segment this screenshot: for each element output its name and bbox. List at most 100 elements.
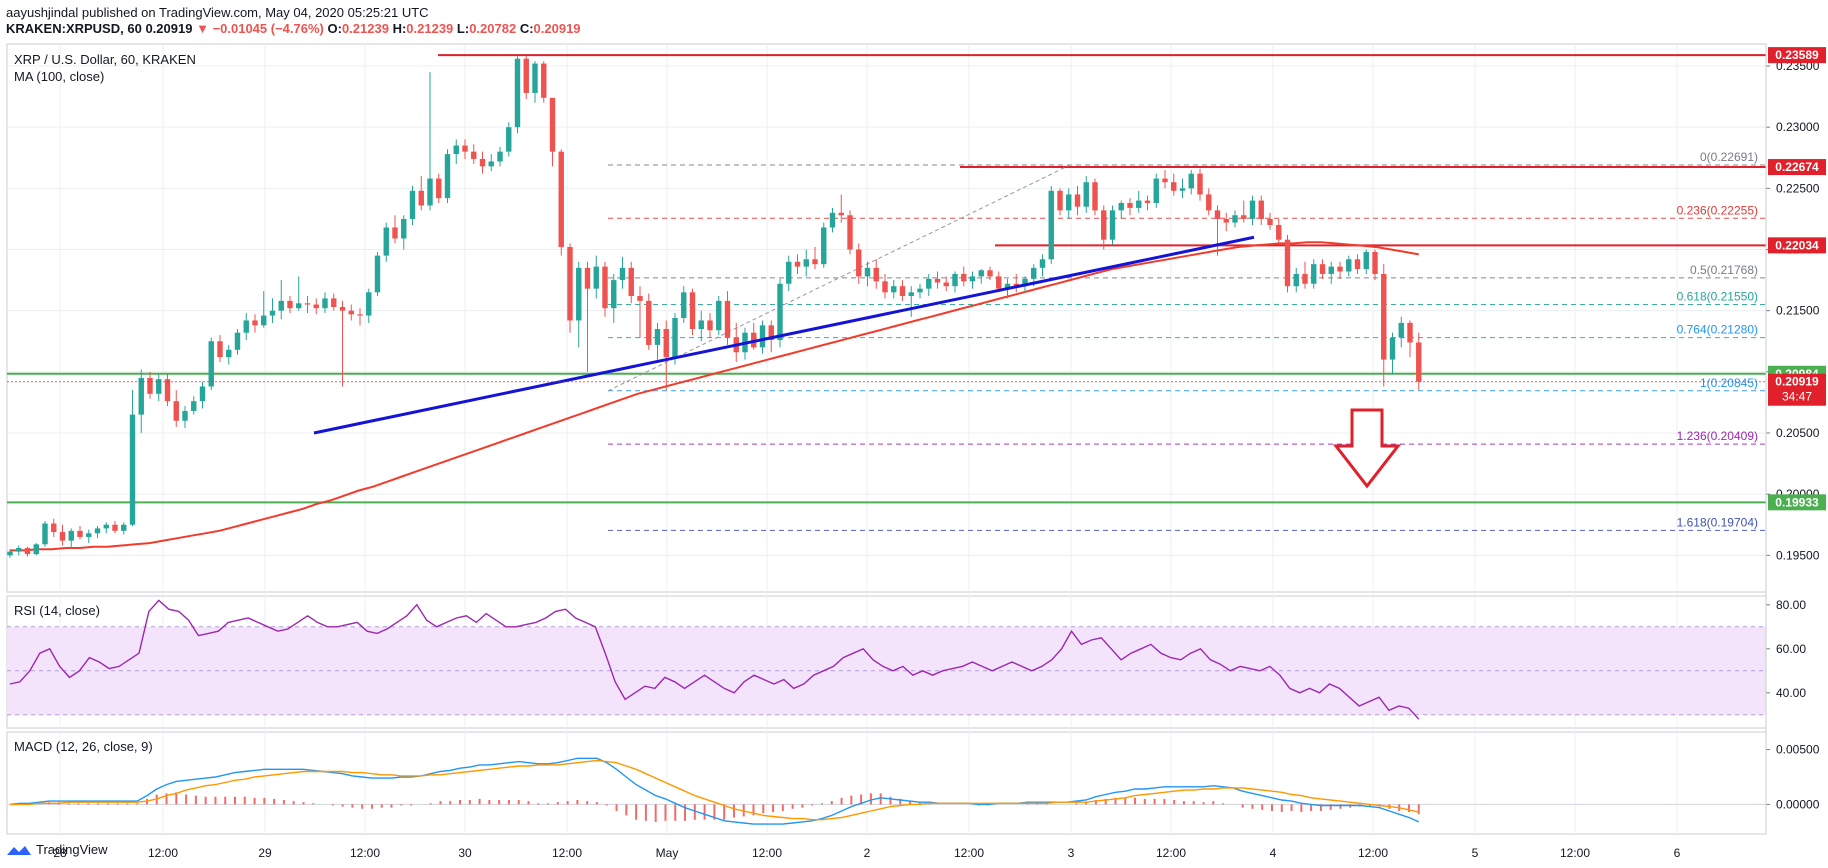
candle-body[interactable] bbox=[366, 292, 372, 316]
candle-body[interactable] bbox=[786, 261, 792, 284]
candle-body[interactable] bbox=[891, 286, 897, 293]
candle-body[interactable] bbox=[1241, 215, 1247, 219]
candle-body[interactable] bbox=[1004, 283, 1011, 289]
candle-body[interactable] bbox=[42, 523, 48, 545]
candle-body[interactable] bbox=[637, 295, 643, 301]
candle-body[interactable] bbox=[1276, 225, 1282, 240]
candle-body[interactable] bbox=[147, 377, 153, 394]
candle-body[interactable] bbox=[821, 227, 827, 265]
candle-body[interactable] bbox=[707, 320, 713, 331]
candle-body[interactable] bbox=[409, 190, 416, 219]
candle-body[interactable] bbox=[987, 270, 993, 277]
candle-body[interactable] bbox=[716, 300, 722, 331]
candle-body[interactable] bbox=[191, 401, 197, 411]
candle-body[interactable] bbox=[497, 151, 503, 162]
candle-body[interactable] bbox=[269, 310, 276, 316]
candle-body[interactable] bbox=[1267, 218, 1273, 226]
candle-body[interactable] bbox=[1013, 283, 1019, 287]
macd-line[interactable] bbox=[9, 757, 1420, 825]
candle-body[interactable] bbox=[611, 280, 617, 309]
candle-body[interactable] bbox=[926, 278, 932, 289]
candle-body[interactable] bbox=[331, 298, 337, 307]
candle-body[interactable] bbox=[357, 314, 363, 316]
candle-body[interactable] bbox=[1118, 203, 1124, 211]
price-pane[interactable]: 0(0.22691) 0.236(0.22255) 0.5(0.21768) 0.61… bbox=[7, 54, 1766, 558]
candle-body[interactable] bbox=[952, 273, 958, 287]
candle-body[interactable] bbox=[628, 267, 634, 296]
candle-body[interactable] bbox=[1249, 200, 1256, 219]
candle-body[interactable] bbox=[1206, 194, 1212, 211]
candle-body[interactable] bbox=[401, 218, 407, 239]
candle-body[interactable] bbox=[112, 524, 118, 531]
candle-body[interactable] bbox=[864, 267, 871, 277]
candle-body[interactable] bbox=[86, 533, 92, 537]
candle-body[interactable] bbox=[1258, 200, 1264, 219]
candle-body[interactable] bbox=[1066, 194, 1072, 211]
candle-body[interactable] bbox=[698, 320, 704, 330]
candle-body[interactable] bbox=[532, 63, 538, 93]
candle-body[interactable] bbox=[59, 532, 66, 541]
candle-body[interactable] bbox=[856, 249, 862, 277]
candle-body[interactable] bbox=[1153, 178, 1159, 204]
candle-body[interactable] bbox=[1144, 200, 1151, 204]
candle-body[interactable] bbox=[689, 292, 696, 330]
candle-body[interactable] bbox=[1416, 342, 1422, 382]
candle-body[interactable] bbox=[1188, 173, 1194, 189]
candle-body[interactable] bbox=[1223, 218, 1229, 223]
candle-body[interactable] bbox=[1354, 259, 1361, 270]
candle-body[interactable] bbox=[646, 300, 652, 345]
candle-body[interactable] bbox=[129, 414, 136, 525]
candle-body[interactable] bbox=[1022, 278, 1028, 287]
candle-body[interactable] bbox=[462, 145, 468, 152]
candle-body[interactable] bbox=[418, 190, 424, 206]
candle-body[interactable] bbox=[182, 410, 188, 421]
candle-body[interactable] bbox=[287, 300, 293, 309]
candle-body[interactable] bbox=[558, 151, 564, 248]
candle-body[interactable] bbox=[1039, 259, 1046, 268]
candle-body[interactable] bbox=[567, 247, 573, 321]
candle-body[interactable] bbox=[672, 318, 678, 358]
candle-body[interactable] bbox=[33, 544, 39, 555]
candle-body[interactable] bbox=[7, 551, 13, 556]
tradingview-brand[interactable]: TradingView bbox=[6, 842, 108, 857]
candle-body[interactable] bbox=[873, 267, 879, 282]
author-name[interactable]: aayushjindal bbox=[6, 5, 79, 20]
candle-body[interactable] bbox=[278, 300, 284, 311]
candle-body[interactable] bbox=[1109, 210, 1116, 240]
candle-body[interactable] bbox=[576, 267, 582, 321]
candle-body[interactable] bbox=[296, 303, 302, 309]
candle-body[interactable] bbox=[1302, 273, 1308, 284]
candle-body[interactable] bbox=[1372, 251, 1378, 274]
candle-body[interactable] bbox=[339, 306, 346, 311]
candle-body[interactable] bbox=[348, 310, 354, 315]
macd-pane[interactable] bbox=[7, 757, 1766, 825]
candle-body[interactable] bbox=[514, 58, 521, 128]
candle-body[interactable] bbox=[208, 341, 214, 387]
candle-body[interactable] bbox=[1057, 190, 1063, 211]
candle-body[interactable] bbox=[322, 298, 328, 309]
candle-body[interactable] bbox=[383, 227, 389, 256]
candle-body[interactable] bbox=[94, 528, 101, 534]
signal-line[interactable] bbox=[10, 759, 1419, 821]
candle-body[interactable] bbox=[51, 523, 57, 533]
candle-body[interactable] bbox=[1031, 267, 1037, 279]
candle-body[interactable] bbox=[1407, 322, 1413, 343]
candle-body[interactable] bbox=[103, 524, 109, 529]
candle-body[interactable] bbox=[1337, 266, 1343, 272]
candle-body[interactable] bbox=[899, 286, 906, 296]
candle-body[interactable] bbox=[479, 158, 486, 167]
candle-body[interactable] bbox=[619, 267, 626, 281]
candle-body[interactable] bbox=[829, 212, 836, 228]
candle-body[interactable] bbox=[1398, 322, 1404, 338]
candle-body[interactable] bbox=[777, 283, 783, 341]
candle-body[interactable] bbox=[199, 386, 206, 402]
candle-body[interactable] bbox=[506, 127, 512, 152]
candle-body[interactable] bbox=[847, 215, 853, 250]
candle-body[interactable] bbox=[803, 259, 809, 267]
candle-body[interactable] bbox=[812, 259, 818, 265]
candle-body[interactable] bbox=[1363, 251, 1369, 270]
candle-body[interactable] bbox=[16, 547, 22, 552]
candle-body[interactable] bbox=[226, 349, 232, 358]
candle-body[interactable] bbox=[1328, 266, 1334, 274]
